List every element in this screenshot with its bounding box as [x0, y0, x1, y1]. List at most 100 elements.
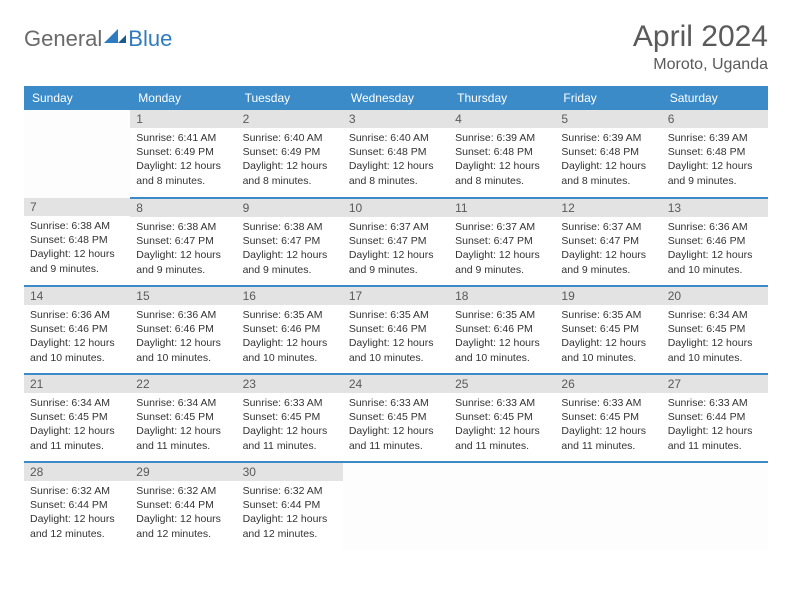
day-body: Sunrise: 6:37 AMSunset: 6:47 PMDaylight:…: [343, 217, 449, 283]
sunrise-line: Sunrise: 6:34 AM: [30, 396, 124, 410]
day-body: Sunrise: 6:38 AMSunset: 6:47 PMDaylight:…: [130, 217, 236, 283]
day-cell: [343, 462, 449, 550]
daylight-line: Daylight: 12 hours and 11 minutes.: [561, 424, 655, 452]
logo-text-blue: Blue: [128, 26, 172, 52]
day-number: 24: [343, 375, 449, 393]
dow-monday: Monday: [130, 86, 236, 110]
day-cell: 16Sunrise: 6:35 AMSunset: 6:46 PMDayligh…: [237, 286, 343, 374]
sunrise-line: Sunrise: 6:38 AM: [243, 220, 337, 234]
day-cell: 23Sunrise: 6:33 AMSunset: 6:45 PMDayligh…: [237, 374, 343, 462]
day-number: 6: [662, 110, 768, 128]
day-cell: 21Sunrise: 6:34 AMSunset: 6:45 PMDayligh…: [24, 374, 130, 462]
daylight-line: Daylight: 12 hours and 11 minutes.: [136, 424, 230, 452]
sunrise-line: Sunrise: 6:36 AM: [30, 308, 124, 322]
day-number: 26: [555, 375, 661, 393]
day-cell: 29Sunrise: 6:32 AMSunset: 6:44 PMDayligh…: [130, 462, 236, 550]
sunrise-line: Sunrise: 6:39 AM: [561, 131, 655, 145]
month-title: April 2024: [633, 20, 768, 54]
day-body: Sunrise: 6:39 AMSunset: 6:48 PMDaylight:…: [662, 128, 768, 194]
sunrise-line: Sunrise: 6:33 AM: [243, 396, 337, 410]
daylight-line: Daylight: 12 hours and 12 minutes.: [30, 512, 124, 540]
sunset-line: Sunset: 6:49 PM: [136, 145, 230, 159]
sunrise-line: Sunrise: 6:35 AM: [243, 308, 337, 322]
day-body: Sunrise: 6:40 AMSunset: 6:49 PMDaylight:…: [237, 128, 343, 194]
daylight-line: Daylight: 12 hours and 11 minutes.: [349, 424, 443, 452]
daylight-line: Daylight: 12 hours and 10 minutes.: [455, 336, 549, 364]
day-number: 5: [555, 110, 661, 128]
day-number: 17: [343, 287, 449, 305]
calendar-row: 14Sunrise: 6:36 AMSunset: 6:46 PMDayligh…: [24, 286, 768, 374]
day-body: Sunrise: 6:34 AMSunset: 6:45 PMDaylight:…: [130, 393, 236, 459]
day-cell: 13Sunrise: 6:36 AMSunset: 6:46 PMDayligh…: [662, 198, 768, 286]
day-cell: 11Sunrise: 6:37 AMSunset: 6:47 PMDayligh…: [449, 198, 555, 286]
location: Moroto, Uganda: [633, 56, 768, 74]
day-number: 30: [237, 463, 343, 481]
day-number: 28: [24, 463, 130, 481]
day-body: Sunrise: 6:36 AMSunset: 6:46 PMDaylight:…: [662, 217, 768, 283]
sunrise-line: Sunrise: 6:36 AM: [136, 308, 230, 322]
day-number: 19: [555, 287, 661, 305]
day-number: 22: [130, 375, 236, 393]
day-cell: 9Sunrise: 6:38 AMSunset: 6:47 PMDaylight…: [237, 198, 343, 286]
day-cell: 25Sunrise: 6:33 AMSunset: 6:45 PMDayligh…: [449, 374, 555, 462]
day-number: 7: [24, 198, 130, 216]
day-number: 13: [662, 199, 768, 217]
sunset-line: Sunset: 6:45 PM: [455, 410, 549, 424]
sunrise-line: Sunrise: 6:39 AM: [455, 131, 549, 145]
daylight-line: Daylight: 12 hours and 10 minutes.: [30, 336, 124, 364]
day-body: Sunrise: 6:33 AMSunset: 6:45 PMDaylight:…: [449, 393, 555, 459]
day-body: Sunrise: 6:36 AMSunset: 6:46 PMDaylight:…: [130, 305, 236, 371]
day-number: 18: [449, 287, 555, 305]
day-body: Sunrise: 6:35 AMSunset: 6:46 PMDaylight:…: [343, 305, 449, 371]
sunrise-line: Sunrise: 6:37 AM: [455, 220, 549, 234]
day-cell: 8Sunrise: 6:38 AMSunset: 6:47 PMDaylight…: [130, 198, 236, 286]
day-of-week-row: Sunday Monday Tuesday Wednesday Thursday…: [24, 86, 768, 110]
dow-friday: Friday: [555, 86, 661, 110]
day-number: 2: [237, 110, 343, 128]
day-number: 29: [130, 463, 236, 481]
daylight-line: Daylight: 12 hours and 10 minutes.: [136, 336, 230, 364]
sunset-line: Sunset: 6:47 PM: [349, 234, 443, 248]
day-body: Sunrise: 6:35 AMSunset: 6:45 PMDaylight:…: [555, 305, 661, 371]
day-number: 15: [130, 287, 236, 305]
daylight-line: Daylight: 12 hours and 9 minutes.: [243, 248, 337, 276]
day-body: Sunrise: 6:40 AMSunset: 6:48 PMDaylight:…: [343, 128, 449, 194]
sunrise-line: Sunrise: 6:37 AM: [349, 220, 443, 234]
day-body: Sunrise: 6:37 AMSunset: 6:47 PMDaylight:…: [555, 217, 661, 283]
day-body: Sunrise: 6:32 AMSunset: 6:44 PMDaylight:…: [24, 481, 130, 547]
sunset-line: Sunset: 6:45 PM: [243, 410, 337, 424]
day-cell: 2Sunrise: 6:40 AMSunset: 6:49 PMDaylight…: [237, 110, 343, 198]
sunset-line: Sunset: 6:46 PM: [349, 322, 443, 336]
day-number: 20: [662, 287, 768, 305]
daylight-line: Daylight: 12 hours and 10 minutes.: [349, 336, 443, 364]
logo-mark-icon: [104, 29, 126, 43]
day-cell: 19Sunrise: 6:35 AMSunset: 6:45 PMDayligh…: [555, 286, 661, 374]
day-cell: 17Sunrise: 6:35 AMSunset: 6:46 PMDayligh…: [343, 286, 449, 374]
sunset-line: Sunset: 6:48 PM: [668, 145, 762, 159]
sunrise-line: Sunrise: 6:33 AM: [668, 396, 762, 410]
logo-text-general: General: [24, 26, 102, 52]
sunset-line: Sunset: 6:47 PM: [455, 234, 549, 248]
sunrise-line: Sunrise: 6:33 AM: [455, 396, 549, 410]
sunset-line: Sunset: 6:44 PM: [136, 498, 230, 512]
sunset-line: Sunset: 6:44 PM: [243, 498, 337, 512]
day-cell: 24Sunrise: 6:33 AMSunset: 6:45 PMDayligh…: [343, 374, 449, 462]
day-body: Sunrise: 6:37 AMSunset: 6:47 PMDaylight:…: [449, 217, 555, 283]
daylight-line: Daylight: 12 hours and 11 minutes.: [30, 424, 124, 452]
day-cell: 27Sunrise: 6:33 AMSunset: 6:44 PMDayligh…: [662, 374, 768, 462]
dow-saturday: Saturday: [662, 86, 768, 110]
day-number: 25: [449, 375, 555, 393]
daylight-line: Daylight: 12 hours and 9 minutes.: [349, 248, 443, 276]
day-cell: 20Sunrise: 6:34 AMSunset: 6:45 PMDayligh…: [662, 286, 768, 374]
sunset-line: Sunset: 6:44 PM: [30, 498, 124, 512]
sunset-line: Sunset: 6:46 PM: [668, 234, 762, 248]
calendar-body: 1Sunrise: 6:41 AMSunset: 6:49 PMDaylight…: [24, 110, 768, 550]
day-number: 1: [130, 110, 236, 128]
day-cell: 30Sunrise: 6:32 AMSunset: 6:44 PMDayligh…: [237, 462, 343, 550]
day-number: 10: [343, 199, 449, 217]
sunset-line: Sunset: 6:46 PM: [455, 322, 549, 336]
daylight-line: Daylight: 12 hours and 10 minutes.: [243, 336, 337, 364]
day-cell: [24, 110, 130, 198]
day-body: Sunrise: 6:33 AMSunset: 6:45 PMDaylight:…: [343, 393, 449, 459]
sunrise-line: Sunrise: 6:32 AM: [243, 484, 337, 498]
